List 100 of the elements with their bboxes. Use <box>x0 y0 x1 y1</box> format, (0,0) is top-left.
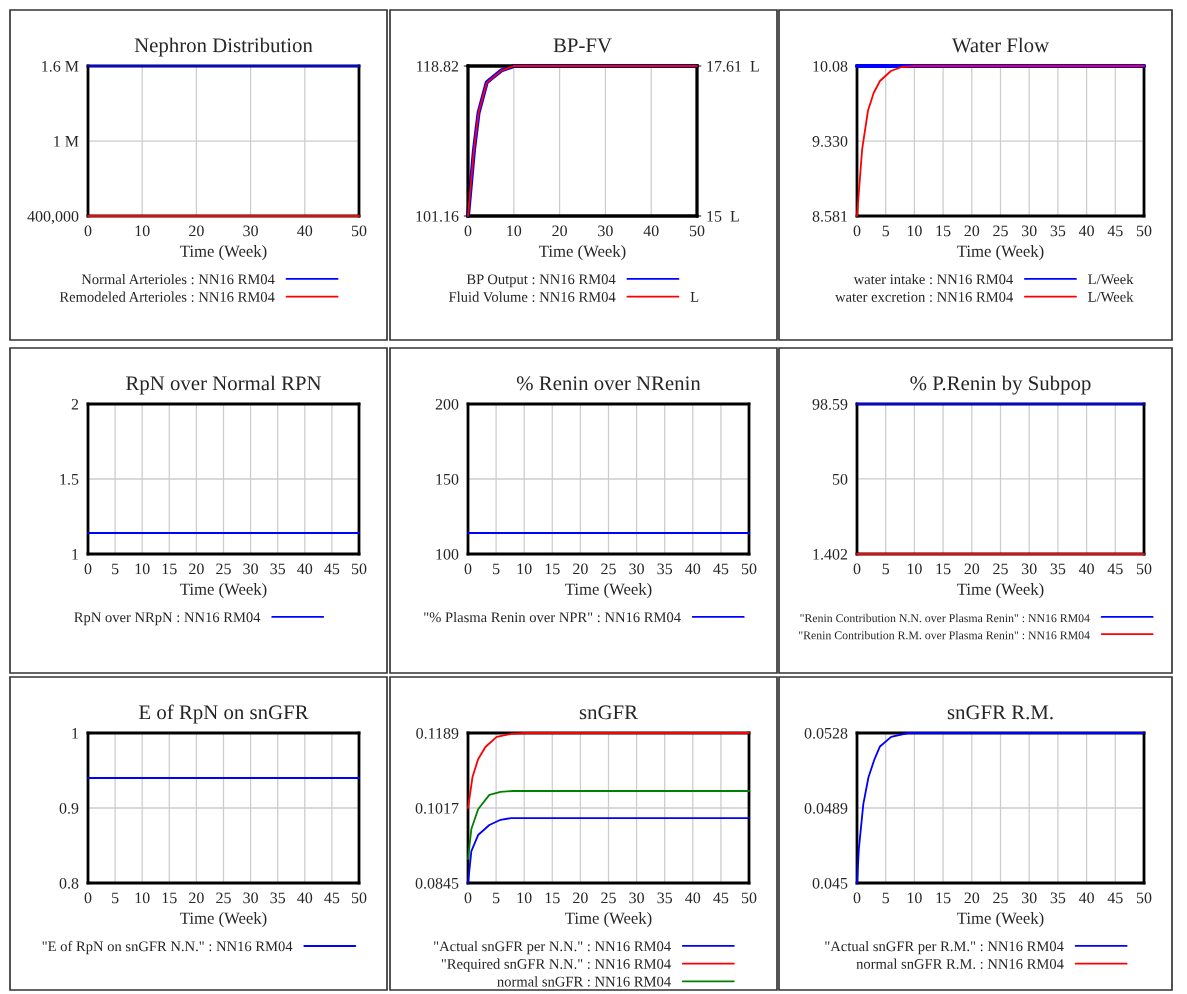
x-tick-label: 0 <box>853 563 861 575</box>
x-tick-label: 0 <box>464 563 472 575</box>
y-tick-label: 0.045 <box>812 877 848 889</box>
x-tick-label: 50 <box>351 225 367 237</box>
y-tick-label: 100 <box>436 548 459 560</box>
x-tick-label: 25 <box>993 225 1008 237</box>
chart-title: BP-FV <box>553 38 612 53</box>
x-tick-label: 20 <box>573 563 588 575</box>
x-tick-label: 15 <box>936 225 951 237</box>
x-axis-title: Time (Week) <box>565 583 652 599</box>
y-tick-label: 8.581 <box>812 210 848 222</box>
x-axis-title: Time (Week) <box>957 583 1044 599</box>
x-tick-label: 40 <box>643 225 659 237</box>
y-tick-label: 200 <box>435 398 459 410</box>
legend-label: "% Plasma Renin over NPR" : NN16 RM04 <box>424 611 681 623</box>
x-tick-label: 10 <box>517 563 532 575</box>
x-tick-label: 35 <box>1050 563 1066 575</box>
x-tick-label: 40 <box>1078 563 1094 575</box>
x-tick-label: 25 <box>216 563 231 575</box>
x-tick-label: 30 <box>243 892 258 904</box>
x-tick-label: 25 <box>601 563 616 575</box>
y-tick-label: 118.82 <box>417 60 459 72</box>
legend-label: "Renin Contribution R.M. over Plasma Renin" : NN16 RM04 <box>799 630 1090 640</box>
x-tick-label: 25 <box>993 563 1008 575</box>
x-tick-label: 45 <box>1107 892 1123 904</box>
x-tick-label: 30 <box>1021 892 1037 904</box>
y-tick-label: 2 <box>71 398 79 410</box>
chart-title: snGFR R.M. <box>947 705 1053 720</box>
x-tick-label: 45 <box>1107 225 1123 237</box>
y2-tick-label: 15 L <box>707 211 739 222</box>
x-tick-label: 15 <box>545 563 560 575</box>
x-tick-label: 50 <box>689 225 705 237</box>
x-tick-label: 30 <box>243 225 258 237</box>
x-tick-label: 20 <box>189 892 204 904</box>
x-tick-label: 20 <box>552 225 567 237</box>
chart-title: Water Flow <box>951 37 1050 53</box>
y-tick-label: 1.402 <box>813 548 848 560</box>
x-tick-label: 20 <box>189 225 204 237</box>
x-tick-label: 5 <box>493 892 500 904</box>
x-tick-label: 45 <box>1107 563 1123 575</box>
x-tick-label: 50 <box>1136 563 1152 575</box>
legend-label: Fluid Volume : NN16 RM04 <box>448 291 616 302</box>
x-axis-title: Time (Week) <box>957 245 1044 261</box>
y2-tick-label: 17.61 L <box>707 60 759 72</box>
x-tick-label: 20 <box>964 563 980 575</box>
x-tick-label: 10 <box>517 892 532 904</box>
text: L <box>690 292 699 302</box>
x-tick-label: 0 <box>853 225 861 237</box>
x-axis-title: Time (Week) <box>957 912 1044 928</box>
x-tick-label: 40 <box>685 563 701 575</box>
x-tick-label: 0 <box>84 563 92 575</box>
legend-label: RpN over NRpN : NN16 RM04 <box>74 612 261 626</box>
y-tick-label: 150 <box>436 473 459 485</box>
x-tick-label: 5 <box>112 892 119 904</box>
y-tick-label: 1 <box>72 549 79 560</box>
x-tick-label: 15 <box>162 563 177 575</box>
legend-label: "Required snGFR N.N." : NN16 RM04 <box>441 958 671 972</box>
x-tick-label: 5 <box>112 563 119 575</box>
x-tick-label: 15 <box>545 892 560 904</box>
x-tick-label: 50 <box>351 892 367 904</box>
x-tick-label: 10 <box>907 892 922 904</box>
chart-title: % P.Renin by Subpop <box>910 375 1091 395</box>
text: L/Week <box>1088 291 1134 302</box>
x-tick-label: 30 <box>1021 225 1037 237</box>
x-tick-label: 5 <box>882 225 890 237</box>
x-tick-label: 10 <box>135 892 150 904</box>
y-tick-label: 0.1189 <box>416 727 459 739</box>
y-tick-label: 0.0845 <box>415 877 459 889</box>
x-tick-label: 50 <box>1136 225 1152 237</box>
x-tick-label: 35 <box>1050 225 1066 237</box>
legend-label: water intake : NN16 RM04 <box>853 273 1014 285</box>
x-tick-label: 45 <box>713 563 729 575</box>
x-tick-label: 10 <box>135 563 150 575</box>
x-tick-label: 40 <box>685 892 701 904</box>
y-tick-label: 0.0489 <box>804 802 848 814</box>
x-tick-label: 0 <box>464 892 472 904</box>
x-tick-label: 25 <box>993 892 1008 904</box>
y-tick-label: 50 <box>832 473 848 485</box>
y-tick-label: 101.16 <box>416 210 459 222</box>
y-tick-label: 0.0528 <box>804 727 848 739</box>
y-tick-label: 1.6 M <box>42 60 79 72</box>
legend-label: Remodeled Arterioles : NN16 RM04 <box>59 291 275 302</box>
legend-label: "Renin Contribution N.N. over Plasma Renin" : NN16 RM04 <box>800 613 1090 623</box>
x-tick-label: 20 <box>964 225 980 237</box>
x-axis-title: Time (Week) <box>180 583 267 599</box>
x-tick-label: 40 <box>297 892 313 904</box>
x-tick-label: 50 <box>741 892 757 904</box>
y-tick-label: 10.08 <box>813 60 848 72</box>
legend-label: BP Output : NN16 RM04 <box>466 274 616 288</box>
legend-label: "Actual snGFR per R.M." : NN16 RM04 <box>825 940 1064 955</box>
x-tick-label: 0 <box>84 892 92 904</box>
x-tick-label: 35 <box>270 892 286 904</box>
x-tick-label: 10 <box>507 225 522 237</box>
x-tick-label: 5 <box>882 563 890 575</box>
x-tick-label: 50 <box>351 563 367 575</box>
x-tick-label: 25 <box>601 892 616 904</box>
x-tick-label: 50 <box>1136 892 1152 904</box>
legend-label: normal snGFR R.M. : NN16 RM04 <box>856 958 1064 969</box>
legend-label: Normal Arterioles : NN16 RM04 <box>81 273 275 285</box>
legend-label: normal snGFR : NN16 RM04 <box>497 976 671 987</box>
